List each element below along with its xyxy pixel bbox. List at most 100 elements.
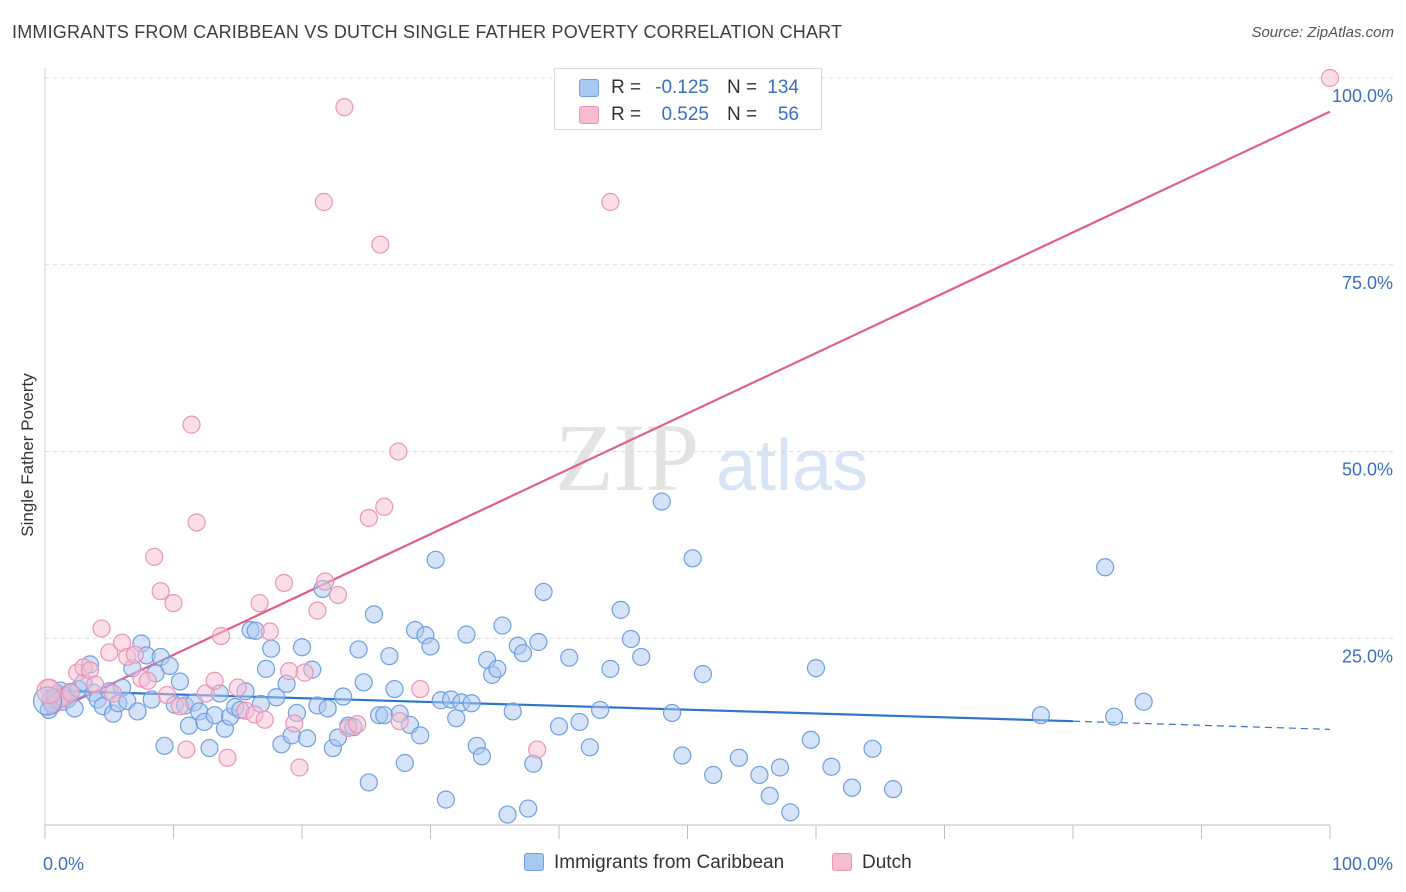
y-tick-label: 50.0% — [1342, 460, 1393, 480]
dutch-point — [170, 697, 190, 716]
watermark-atlas: atlas — [716, 426, 868, 506]
caribbean-point — [493, 616, 512, 635]
caribbean-point — [750, 765, 769, 785]
dutch-point — [157, 685, 177, 705]
caribbean-point — [652, 492, 671, 511]
caribbean-point — [1105, 707, 1124, 726]
caribbean-point — [1134, 692, 1153, 711]
stats-row-dutch: R = 0.525 N = 56 — [555, 102, 821, 128]
dutch-point — [389, 442, 408, 461]
dutch-point — [316, 572, 335, 591]
caribbean-point — [662, 703, 682, 723]
caribbean-point — [472, 747, 491, 766]
legend-item-caribbean[interactable]: Immigrants from Caribbean — [524, 852, 784, 874]
dutch-point — [308, 601, 327, 620]
legend: Immigrants from Caribbean Dutch — [0, 850, 1406, 878]
caribbean-point — [529, 632, 548, 652]
legend-item-dutch[interactable]: Dutch — [832, 852, 912, 874]
caribbean-point — [498, 805, 517, 824]
caribbean-point — [519, 799, 538, 818]
caribbean-point — [179, 716, 199, 735]
stats-swatch-caribbean — [579, 79, 599, 97]
dutch-point — [280, 662, 299, 681]
caribbean-point — [334, 687, 353, 706]
caribbean-point — [411, 726, 430, 745]
dutch-point — [61, 683, 80, 702]
dutch-point — [348, 715, 367, 734]
x-tick-label: 0.0% — [43, 854, 84, 874]
source-label: Source: ZipAtlas.com — [1251, 24, 1394, 41]
caribbean-point — [318, 699, 337, 718]
y-tick-label: 100.0% — [1332, 86, 1393, 106]
dutch-point — [335, 98, 354, 117]
legend-label: Dutch — [862, 852, 912, 873]
dutch-point — [601, 192, 620, 212]
caribbean-point — [806, 659, 826, 678]
caribbean-point — [349, 640, 368, 659]
caribbean-point — [160, 656, 179, 675]
watermark-zip: ZIP — [555, 404, 699, 511]
caribbean-point — [1031, 706, 1050, 725]
dutch-point — [375, 497, 394, 516]
legend-label: Immigrants from Caribbean — [554, 852, 785, 873]
caribbean-point — [385, 679, 404, 699]
dutch-point — [138, 671, 157, 690]
stats-box: R = -0.125 N = 134 R = 0.525 N = 56 — [554, 68, 822, 130]
dutch-point — [196, 684, 215, 703]
dutch-point — [182, 415, 201, 434]
caribbean-point — [380, 647, 399, 666]
caribbean-point — [693, 665, 713, 684]
dutch-trend-line — [44, 110, 1331, 717]
caribbean-point — [292, 638, 312, 657]
dutch-point — [390, 712, 409, 731]
caribbean-point — [359, 773, 378, 792]
n-value: 56 — [777, 104, 799, 125]
caribbean-point — [632, 647, 651, 667]
caribbean-point — [155, 736, 174, 755]
dutch-point — [228, 678, 247, 697]
caribbean-point — [534, 582, 553, 602]
caribbean-point — [503, 702, 522, 721]
dutch-point — [36, 678, 62, 704]
caribbean-point — [729, 748, 749, 767]
dutch-point — [314, 192, 333, 212]
caribbean-point — [863, 739, 882, 758]
dutch-point — [177, 740, 196, 759]
dutch-point — [151, 582, 170, 601]
caribbean-point — [611, 600, 630, 619]
chart-title: IMMIGRANTS FROM CARIBBEAN VS DUTCH SINGL… — [12, 22, 843, 42]
dutch-point — [86, 675, 105, 694]
caribbean-point — [822, 757, 841, 776]
dutch-point — [290, 758, 309, 777]
caribbean-point — [621, 629, 641, 649]
caribbean-point — [395, 753, 414, 773]
y-tick-label: 75.0% — [1342, 273, 1393, 293]
caribbean-point — [170, 672, 190, 691]
caribbean-point — [570, 712, 589, 732]
y-axis-label: Single Father Poverty — [18, 373, 37, 537]
caribbean-point — [842, 778, 862, 797]
legend-swatch-caribbean — [524, 853, 544, 871]
r-value: -0.125 — [655, 77, 709, 98]
dutch-point — [371, 235, 390, 254]
dutch-point — [260, 622, 279, 641]
dutch-point — [205, 671, 224, 690]
caribbean-point — [704, 765, 723, 785]
stats-swatch-dutch — [579, 106, 599, 124]
dutch-point — [164, 594, 183, 613]
watermark: ZIP atlas — [555, 404, 868, 511]
tick-labels: 25.0% 50.0% 75.0% 100.0% 0.0% 100.0% — [43, 86, 1393, 874]
caribbean-point — [683, 549, 702, 568]
caribbean-point — [457, 625, 476, 644]
caribbean-point — [781, 803, 800, 822]
caribbean-point — [32, 686, 63, 716]
caribbean-point — [375, 706, 394, 725]
dutch-point — [104, 684, 123, 703]
caribbean-point — [462, 694, 481, 713]
dutch-point — [92, 619, 111, 638]
caribbean-point — [256, 659, 276, 678]
caribbean-point — [142, 690, 161, 709]
grid — [45, 77, 1396, 639]
caribbean-point — [447, 709, 466, 728]
